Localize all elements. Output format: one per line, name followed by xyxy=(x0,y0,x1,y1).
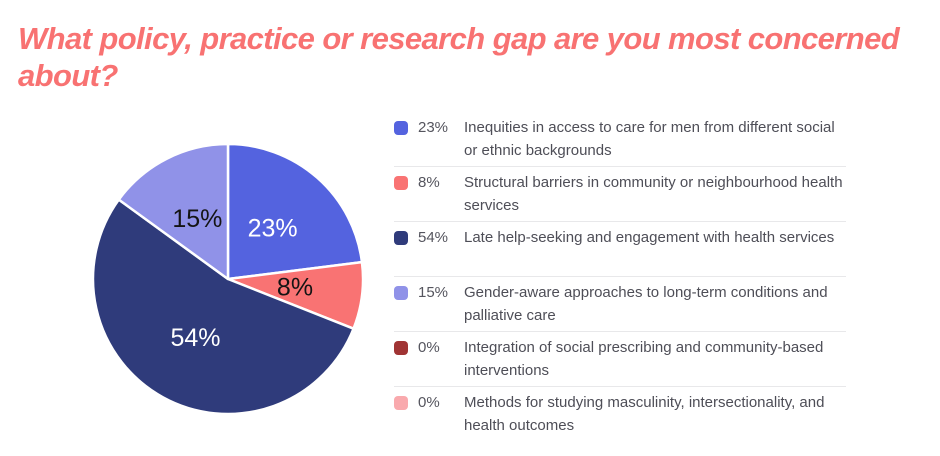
legend-color-swatch xyxy=(394,231,408,245)
pie-slice xyxy=(226,142,364,281)
legend-label: Late help-seeking and engagement with he… xyxy=(464,229,835,246)
pie-slice-label: 8% xyxy=(277,274,313,302)
legend-percent: 0% xyxy=(418,339,440,356)
legend-percent: 54% xyxy=(418,229,449,246)
legend-item: 15% Gender-aware approaches to long-term… xyxy=(394,277,846,332)
legend-label: Gender-aware approaches to long-term con… xyxy=(464,284,828,324)
legend-item: 23% Inequities in access to care for men… xyxy=(394,112,846,167)
legend-label: Structural barriers in community or neig… xyxy=(464,174,843,214)
pie-chart: 23% 8% 54% 15% xyxy=(91,142,365,416)
legend-item: 0% Integration of social prescribing and… xyxy=(394,332,846,387)
page-title: What policy, practice or research gap ar… xyxy=(18,21,900,94)
legend-percent: 8% xyxy=(418,174,440,191)
legend-color-swatch xyxy=(394,396,408,410)
pie-slice xyxy=(117,142,230,281)
legend-item: 8% Structural barriers in community or n… xyxy=(394,167,846,222)
legend-percent: 23% xyxy=(418,119,449,136)
legend-item: 54% Late help-seeking and engagement wit… xyxy=(394,222,846,277)
legend-percent: 15% xyxy=(418,284,449,301)
legend-color-swatch xyxy=(394,341,408,355)
legend-percent: 0% xyxy=(418,394,440,411)
pie-slice xyxy=(91,198,355,416)
pie-slice-label: 15% xyxy=(172,205,222,233)
legend-label: Inequities in access to care for men fro… xyxy=(464,119,835,159)
legend-color-swatch xyxy=(394,286,408,300)
chart-legend: 23% Inequities in access to care for men… xyxy=(394,112,846,441)
pie-slice-label: 54% xyxy=(170,324,220,352)
pie-slice-label: 23% xyxy=(248,214,298,242)
legend-color-swatch xyxy=(394,176,408,190)
legend-color-swatch xyxy=(394,121,408,135)
legend-item: 0% Methods for studying masculinity, int… xyxy=(394,387,846,441)
legend-label: Methods for studying masculinity, inters… xyxy=(464,394,825,434)
legend-label: Integration of social prescribing and co… xyxy=(464,339,824,379)
